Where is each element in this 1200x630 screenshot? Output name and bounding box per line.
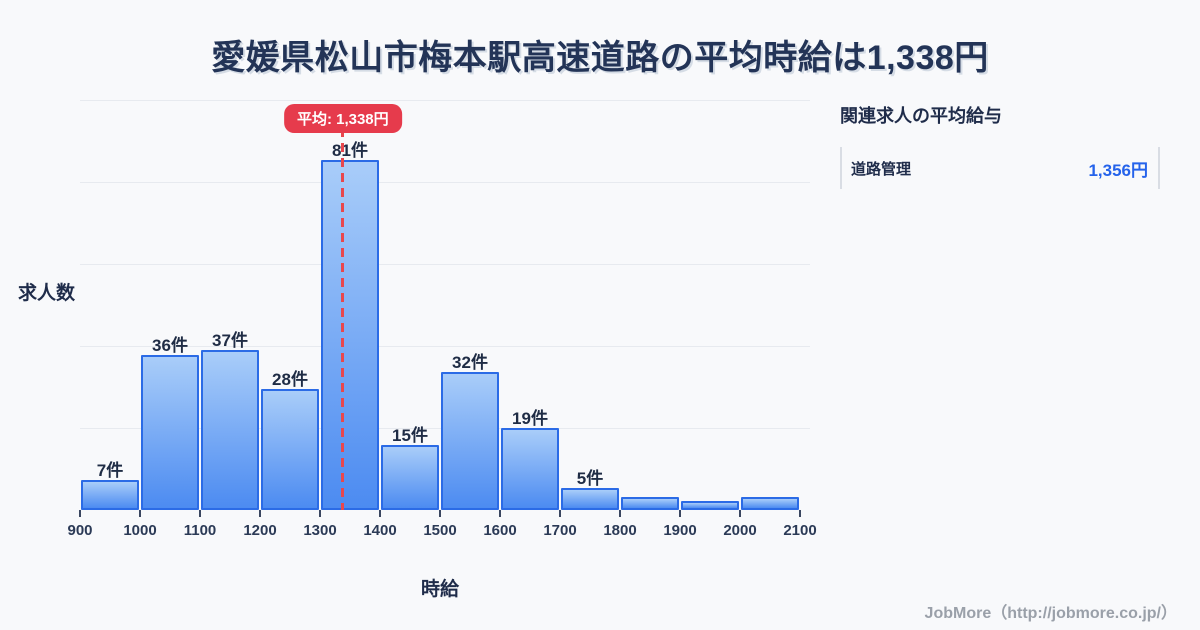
x-tick-label: 1100 (183, 522, 217, 539)
bar-value-label: 32件 (452, 353, 488, 372)
x-axis-tick (139, 510, 141, 517)
x-tick-label: 1200 (243, 522, 277, 539)
histogram-bar (441, 372, 499, 510)
bar-value-label: 81件 (332, 141, 368, 160)
x-axis-tick (739, 510, 741, 517)
histogram-bar (141, 355, 199, 510)
x-axis-tick (439, 510, 441, 517)
x-axis-tick (199, 510, 201, 517)
histogram-bar (681, 501, 739, 510)
average-badge: 平均: 1,338円 (283, 104, 402, 133)
gridline (80, 346, 810, 347)
x-tick-label: 1000 (123, 522, 157, 539)
x-tick-label: 900 (67, 522, 93, 539)
related-job-value: 1,356円 (1088, 160, 1148, 180)
x-axis-tick (559, 510, 561, 517)
gridline (80, 264, 810, 265)
x-axis-tick (379, 510, 381, 517)
histogram-bar (81, 480, 139, 510)
histogram-bar (261, 389, 319, 510)
x-axis-tick (679, 510, 681, 517)
x-axis-tick (259, 510, 261, 517)
x-tick-label: 1800 (603, 522, 637, 539)
x-tick-label: 2000 (723, 522, 757, 539)
histogram-bar (501, 428, 559, 510)
x-axis-tick (799, 510, 801, 517)
related-job-label: 道路管理 (851, 160, 912, 178)
x-axis-label: 時給 (420, 579, 459, 600)
bar-value-label: 37件 (212, 331, 248, 350)
site-credit: JobMore（http://jobmore.co.jp/） (924, 605, 1177, 622)
x-tick-label: 1300 (303, 522, 337, 539)
page-title: 愛媛県松山市梅本駅高速道路の平均時給は1,338円 (211, 39, 989, 77)
histogram-bar (741, 497, 799, 510)
histogram-bar (201, 350, 259, 510)
histogram-bar (321, 160, 379, 510)
x-tick-label: 1700 (543, 522, 577, 539)
histogram-bar (561, 488, 619, 510)
x-tick-label: 1900 (663, 522, 697, 539)
histogram-bar (621, 497, 679, 510)
average-line (341, 128, 345, 510)
y-axis-label: 求人数 (18, 283, 76, 304)
related-jobs-panel-title: 関連求人の平均給与 (840, 106, 1002, 126)
bar-value-label: 19件 (512, 409, 548, 428)
gridline (80, 100, 810, 101)
x-tick-label: 1500 (423, 522, 457, 539)
bar-value-label: 36件 (152, 336, 188, 355)
histogram-bar (381, 445, 439, 510)
x-tick-label: 2100 (783, 522, 817, 539)
related-job-row: 道路管理 1,356円 (840, 147, 1160, 189)
x-axis-tick (79, 510, 81, 517)
x-axis-tick (319, 510, 321, 517)
x-axis-tick (619, 510, 621, 517)
x-tick-label: 1400 (363, 522, 397, 539)
x-axis-tick (499, 510, 501, 517)
bar-value-label: 28件 (272, 370, 308, 389)
bar-value-label: 5件 (576, 469, 604, 488)
gridline (80, 182, 810, 183)
bar-value-label: 7件 (96, 461, 124, 480)
bar-value-label: 15件 (392, 426, 428, 445)
x-tick-label: 1600 (483, 522, 517, 539)
